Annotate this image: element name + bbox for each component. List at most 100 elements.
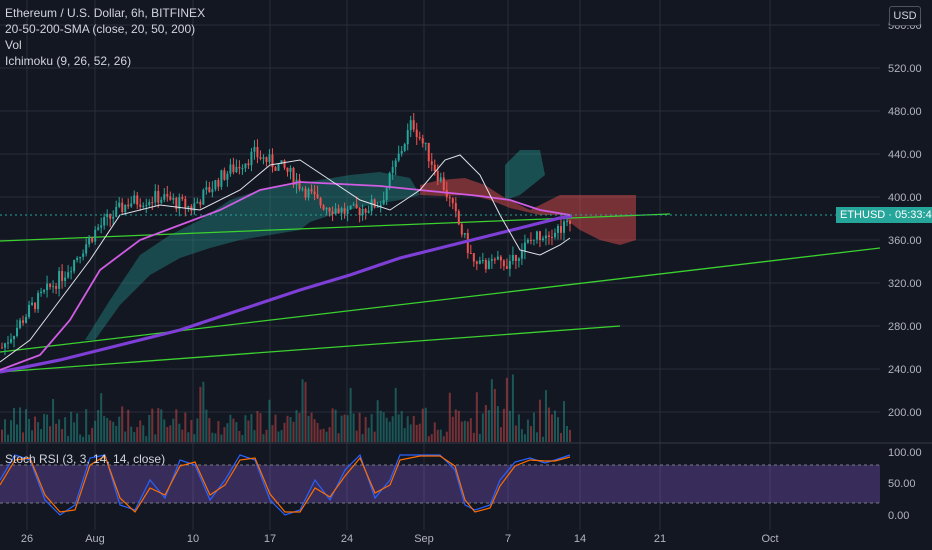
volume-bar bbox=[16, 424, 19, 442]
sma-50-line bbox=[0, 181, 571, 371]
candle-body bbox=[73, 260, 76, 272]
candle-body bbox=[406, 130, 409, 145]
candle-body bbox=[7, 342, 10, 344]
volume-bar bbox=[205, 409, 208, 442]
volume-bar bbox=[403, 428, 406, 442]
rsi-tick-label: 50.00 bbox=[888, 478, 916, 490]
volume-bar bbox=[235, 422, 238, 442]
candle-body bbox=[58, 271, 61, 289]
candle-body bbox=[259, 157, 262, 159]
volume-bar bbox=[547, 407, 550, 442]
grid bbox=[0, 0, 880, 530]
volume-bar bbox=[109, 420, 112, 442]
volume-bar bbox=[130, 426, 133, 442]
candle-body bbox=[109, 214, 112, 219]
volume-bar bbox=[313, 419, 316, 442]
volume-bar bbox=[496, 406, 499, 442]
candle-body bbox=[433, 164, 436, 171]
candle-body bbox=[361, 208, 364, 216]
rsi-tick-label: 0.00 bbox=[888, 510, 909, 522]
indicator-ichimoku[interactable]: Ichimoku (9, 26, 52, 26) bbox=[5, 54, 132, 68]
candle-body bbox=[85, 244, 88, 254]
volume-bar bbox=[331, 408, 334, 442]
countdown-label: 05:33:48 bbox=[895, 209, 932, 221]
price-axis[interactable]: 560.00200.00240.00280.00320.00360.00400.… bbox=[888, 20, 922, 419]
volume-bar bbox=[409, 424, 412, 442]
currency-badge[interactable]: USD bbox=[889, 6, 921, 26]
volume-bar bbox=[535, 432, 538, 442]
volume-bar bbox=[448, 392, 451, 442]
candle-body bbox=[346, 209, 349, 214]
candle-body bbox=[13, 335, 16, 340]
volume-bar bbox=[37, 422, 40, 442]
candle-body bbox=[340, 208, 343, 214]
volume-bar bbox=[199, 386, 202, 442]
candle-body bbox=[352, 204, 355, 206]
volume-bar bbox=[505, 377, 508, 442]
volume-bar bbox=[193, 434, 196, 442]
chart-title[interactable]: Ethereum / U.S. Dollar, 6h, BITFINEX bbox=[5, 6, 206, 20]
candle-body bbox=[55, 286, 58, 289]
volume-bar bbox=[484, 404, 487, 442]
candle-body bbox=[61, 271, 64, 281]
candle-body bbox=[376, 206, 379, 208]
x-tick-label: Aug bbox=[85, 533, 105, 545]
volume-bar bbox=[457, 410, 460, 442]
volume-bar bbox=[247, 420, 250, 442]
candle-body bbox=[373, 199, 376, 208]
y-tick-label: 440.00 bbox=[888, 149, 922, 161]
x-tick-label: 7 bbox=[505, 533, 511, 545]
y-tick-label: 520.00 bbox=[888, 63, 922, 75]
candle-body bbox=[25, 316, 28, 323]
candle-body bbox=[190, 206, 193, 211]
volume-bar bbox=[157, 408, 160, 442]
volume-bar bbox=[361, 434, 364, 442]
volume-bar bbox=[58, 419, 61, 442]
x-tick-label: 14 bbox=[574, 533, 586, 545]
indicator-volume[interactable]: Vol bbox=[5, 38, 22, 52]
volume-bar bbox=[100, 393, 103, 442]
candle-body bbox=[544, 235, 547, 239]
candle-body bbox=[247, 163, 250, 166]
time-axis[interactable]: 26 Aug 10 17 24 Sep 7 14 21 Oct bbox=[21, 533, 779, 545]
volume-bar bbox=[133, 432, 136, 442]
candle-body bbox=[103, 217, 106, 226]
candle-body bbox=[145, 204, 148, 206]
rsi-legend[interactable]: Stoch RSI (3, 3, 14, 14, close) bbox=[5, 452, 166, 466]
volume-bar bbox=[43, 414, 46, 442]
volume-bar bbox=[349, 387, 352, 442]
candle-body bbox=[547, 235, 550, 237]
volume-bar bbox=[34, 416, 37, 442]
candle-body bbox=[427, 142, 430, 162]
x-tick-label: 24 bbox=[341, 533, 353, 545]
candle-body bbox=[217, 180, 220, 187]
volume-bar bbox=[400, 411, 403, 442]
indicator-sma[interactable]: 20-50-200-SMA (close, 20, 50, 200) bbox=[5, 22, 196, 36]
symbol-label: ETHUSD bbox=[840, 209, 886, 221]
candle-body bbox=[229, 164, 232, 174]
candle-body bbox=[271, 154, 274, 168]
candle-body bbox=[220, 170, 223, 187]
candle-body bbox=[358, 208, 361, 216]
candle-body bbox=[538, 231, 541, 241]
candle-body bbox=[154, 191, 157, 203]
candle-body bbox=[196, 201, 199, 204]
volume-bar bbox=[52, 398, 55, 442]
volume-bar bbox=[121, 406, 124, 442]
candle-body bbox=[394, 160, 397, 168]
candle-body bbox=[1, 347, 3, 349]
candle-body bbox=[232, 164, 235, 173]
candle-body bbox=[241, 168, 244, 170]
volume-bar bbox=[562, 401, 565, 442]
volume-bar bbox=[346, 415, 349, 442]
volume-bar bbox=[391, 416, 394, 442]
candle-body bbox=[541, 238, 544, 241]
candle-body bbox=[187, 206, 190, 208]
volume-bar bbox=[175, 409, 178, 442]
candle-body bbox=[469, 252, 472, 254]
candle-body bbox=[208, 187, 211, 193]
volume-bar bbox=[19, 407, 22, 442]
rsi-band bbox=[0, 465, 880, 503]
candle-body bbox=[178, 197, 181, 209]
